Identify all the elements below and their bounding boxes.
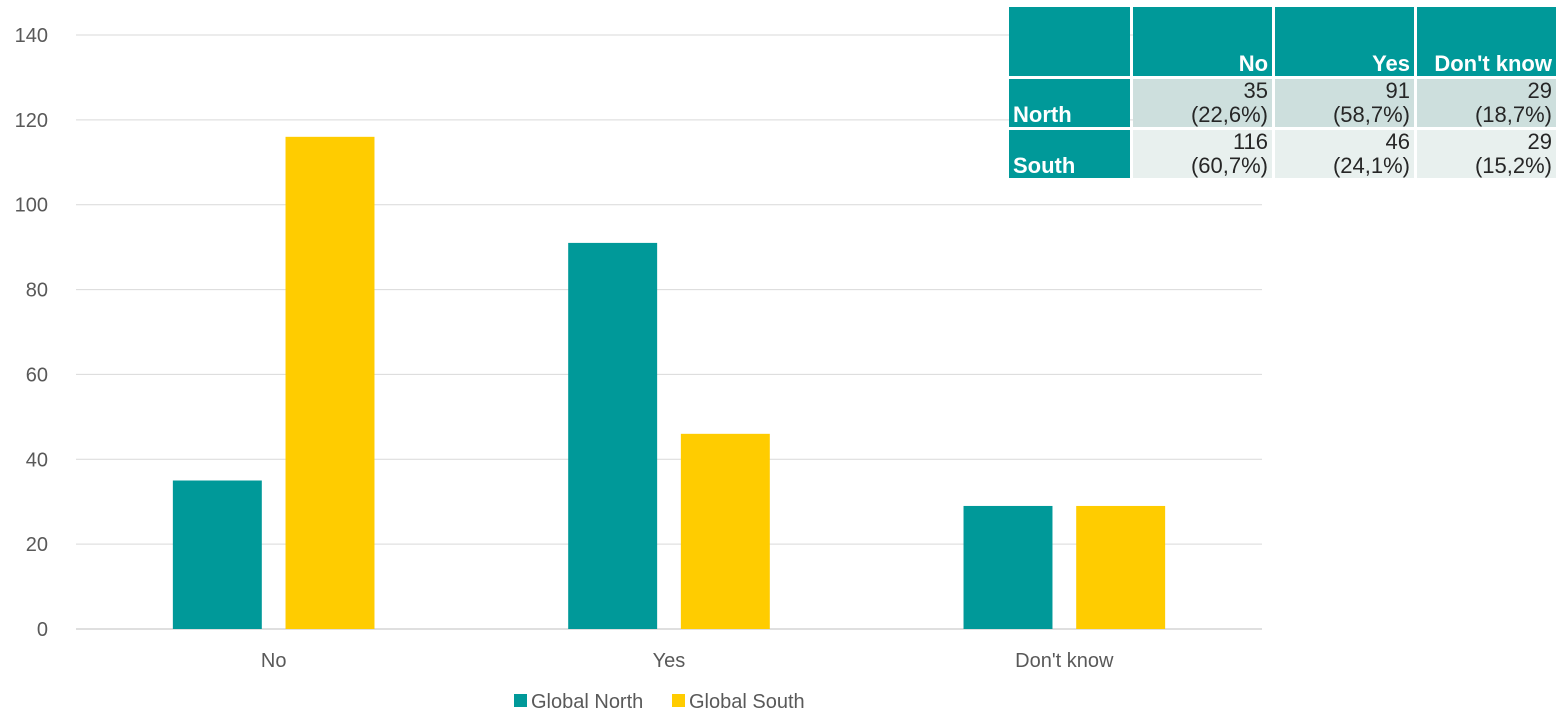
- legend-label: Global South: [689, 691, 805, 713]
- table-header-row: No Yes Don't know: [1009, 7, 1556, 76]
- cell-percent: (18,7%): [1474, 102, 1552, 127]
- table-row-north: North 35 (22,6%) 91 (58,7%) 29 (18,7%): [1009, 79, 1556, 127]
- x-category-label: No: [261, 650, 287, 672]
- cell-count: 29: [1527, 78, 1552, 103]
- cell-percent: (24,1%): [1332, 153, 1410, 178]
- bar-global-south: [680, 433, 770, 629]
- table-cell: 91 (58,7%): [1275, 79, 1414, 127]
- table-cell: 35 (22,6%): [1133, 78, 1273, 127]
- cell-percent: (15,2%): [1474, 153, 1552, 178]
- cell-count: 29: [1527, 129, 1552, 154]
- table-row-south: South 116 (60,7%) 46 (24,1%) 29 (15,2%): [1009, 130, 1556, 178]
- y-tick-label: 20: [26, 534, 48, 556]
- legend-swatch: [514, 694, 527, 707]
- y-tick-label: 140: [15, 25, 48, 47]
- cell-count: 91: [1385, 78, 1410, 103]
- y-tick-label: 100: [15, 195, 48, 217]
- y-tick-label: 0: [37, 619, 48, 641]
- table-cell: 29 (18,7%): [1417, 79, 1556, 127]
- x-category-label: Don't know: [1015, 650, 1114, 672]
- table-cell: 29 (15,2%): [1417, 130, 1556, 178]
- bar-global-north: [568, 242, 658, 629]
- y-tick-label: 40: [26, 449, 48, 471]
- cell-count: 35: [1243, 78, 1269, 103]
- table-col-header-yes: Yes: [1275, 7, 1414, 76]
- y-tick-label: 120: [15, 110, 48, 132]
- table-col-header-no: No: [1133, 7, 1273, 76]
- y-tick-label: 80: [26, 280, 48, 302]
- table-corner-cell: [1009, 7, 1131, 76]
- x-category-label: Yes: [653, 650, 686, 672]
- bar-global-south: [1076, 505, 1166, 629]
- table-cell: 46 (24,1%): [1275, 130, 1414, 178]
- table-row-label: North: [1009, 79, 1131, 127]
- table-col-header-dont-know: Don't know: [1417, 7, 1556, 76]
- bar-global-north: [963, 505, 1053, 629]
- cell-percent: (60,7%): [1190, 153, 1269, 178]
- cell-percent: (22,6%): [1190, 102, 1269, 127]
- legend-swatch: [672, 694, 685, 707]
- cell-count: 46: [1385, 129, 1410, 154]
- legend-label: Global North: [531, 691, 643, 713]
- bar-global-south: [285, 136, 375, 630]
- cell-count: 116: [1232, 129, 1269, 154]
- summary-table: No Yes Don't know North 35 (22,6%) 91 (58,…: [1006, 4, 1559, 181]
- table-cell: 116 (60,7%): [1133, 129, 1273, 178]
- bar-global-north: [172, 480, 262, 629]
- cell-percent: (58,7%): [1332, 102, 1410, 127]
- table-row-label: South: [1009, 130, 1131, 178]
- y-tick-label: 60: [26, 364, 48, 386]
